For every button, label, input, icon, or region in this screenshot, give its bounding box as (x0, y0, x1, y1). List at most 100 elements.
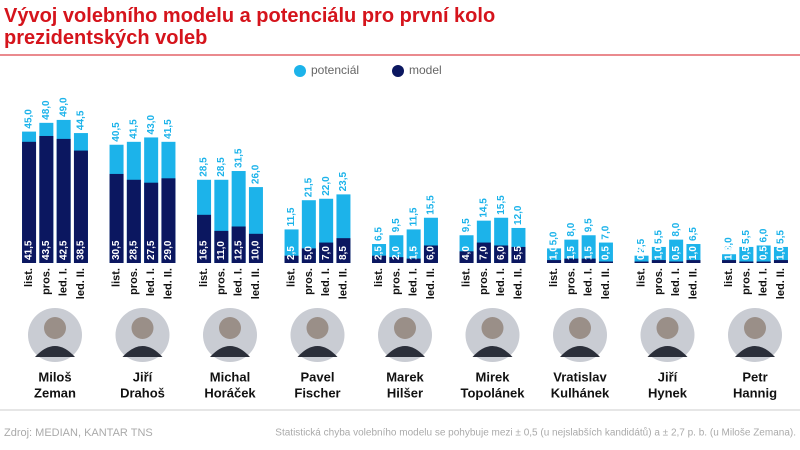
model-label: 7,0 (321, 246, 332, 260)
model-label: 2,5 (374, 246, 385, 260)
potential-label: 9,5 (461, 218, 472, 232)
period-label: led. II. (512, 268, 524, 299)
period-label: list. (460, 268, 472, 287)
period-label: list. (23, 268, 35, 287)
period-label: pros. (653, 268, 665, 295)
candidate-last-name: Hilšer (387, 385, 423, 400)
potential-label: 22,0 (321, 176, 332, 196)
period-label: pros. (303, 268, 315, 295)
model-bar (739, 261, 754, 263)
candidate-last-name: Hynek (648, 385, 688, 400)
model-bar (319, 242, 334, 263)
potential-bar (547, 248, 562, 263)
potential-label: 12,0 (513, 205, 524, 225)
period-label: led. II. (250, 268, 262, 299)
model-bar (56, 138, 71, 263)
photo-body (560, 346, 600, 357)
source: Zdroj: MEDIAN, KANTAR TNS (4, 427, 153, 439)
potential-label: 41,5 (128, 119, 139, 139)
model-label: 0,5 (671, 246, 682, 260)
model-bar (511, 246, 526, 263)
potential-label: 45,0 (24, 109, 35, 129)
potential-label: 48,0 (41, 100, 52, 120)
model-bar (476, 242, 491, 263)
period-label: led. I. (408, 268, 420, 296)
model-label: 30,5 (111, 240, 122, 260)
model-label: 1,0 (549, 246, 560, 260)
potential-label: 43,0 (146, 115, 157, 135)
model-bar (459, 251, 474, 263)
model-label: 7,0 (478, 246, 489, 260)
model-label: 1,5 (566, 246, 577, 260)
potential-label: 26,0 (251, 164, 262, 184)
model-label: 6,0 (426, 246, 437, 260)
photo-head (569, 317, 591, 339)
model-bar (651, 260, 666, 263)
model-label: 43,5 (41, 240, 52, 260)
period-label: led. II. (775, 268, 787, 299)
photo-body (122, 346, 163, 357)
photo-body (472, 346, 513, 357)
potential-bar (406, 229, 421, 263)
candidate-last-name: Zeman (34, 385, 76, 400)
candidate-first-name: Jiří (658, 369, 678, 384)
model-label: 1,0 (724, 246, 735, 260)
candidate-first-name: Jiří (133, 369, 153, 384)
model-bar (126, 179, 141, 263)
model-label: 0,5 (758, 246, 769, 260)
potential-label: 49,0 (58, 97, 69, 117)
photo-head (744, 317, 766, 339)
model-label: 4,0 (461, 246, 472, 260)
model-label: 2,0 (391, 246, 402, 260)
model-label: 1,0 (653, 246, 664, 260)
model-bar (634, 261, 649, 263)
model-label: 27,5 (146, 240, 157, 260)
model-label: 42,5 (58, 240, 69, 260)
potential-label: 5,0 (549, 231, 560, 245)
model-label: 41,5 (24, 240, 35, 260)
candidate-last-name: Kulhánek (551, 385, 610, 400)
model-label: 16,5 (199, 240, 210, 260)
candidate-first-name: Pavel (301, 369, 335, 384)
period-label: list. (373, 268, 385, 287)
model-bar (22, 141, 37, 263)
period-label: led. II. (687, 268, 699, 299)
model-label: 0,5 (601, 246, 612, 260)
model-bar (161, 178, 176, 263)
candidate-last-name: Hannig (733, 385, 777, 400)
model-label: 11,0 (216, 241, 227, 260)
period-label: list. (198, 268, 210, 287)
period-label: led. I. (495, 268, 507, 296)
potential-label: 5,5 (776, 230, 787, 244)
model-bar (248, 233, 263, 263)
model-bar (722, 260, 737, 263)
legend-swatch (294, 65, 306, 77)
potential-label: 2,5 (636, 238, 647, 252)
model-label: 5,5 (513, 246, 524, 260)
period-label: led. II. (425, 268, 437, 299)
model-bar (564, 258, 579, 263)
model-bar (284, 255, 299, 263)
period-label: pros. (390, 268, 402, 295)
period-label: pros. (740, 268, 752, 295)
potential-label: 11,5 (286, 207, 297, 226)
period-label: list. (285, 268, 297, 287)
period-label: list. (723, 268, 735, 287)
model-label: 1,5 (583, 246, 594, 260)
potential-bar (739, 246, 754, 263)
candidate-first-name: Marek (386, 369, 424, 384)
photo-body (735, 346, 775, 357)
model-bar (669, 261, 684, 263)
period-label: pros. (478, 268, 490, 295)
potential-label: 31,5 (233, 148, 244, 168)
potential-label: 41,5 (163, 119, 174, 139)
model-label: 0,5 (636, 246, 647, 260)
candidate-first-name: Miloš (38, 369, 71, 384)
photo-body (210, 346, 250, 357)
potential-bar (389, 235, 404, 263)
period-label: list. (548, 268, 560, 287)
model-bar (389, 257, 404, 263)
period-label: pros. (565, 268, 577, 295)
legend-label: model (409, 63, 442, 77)
model-bar (773, 260, 788, 263)
